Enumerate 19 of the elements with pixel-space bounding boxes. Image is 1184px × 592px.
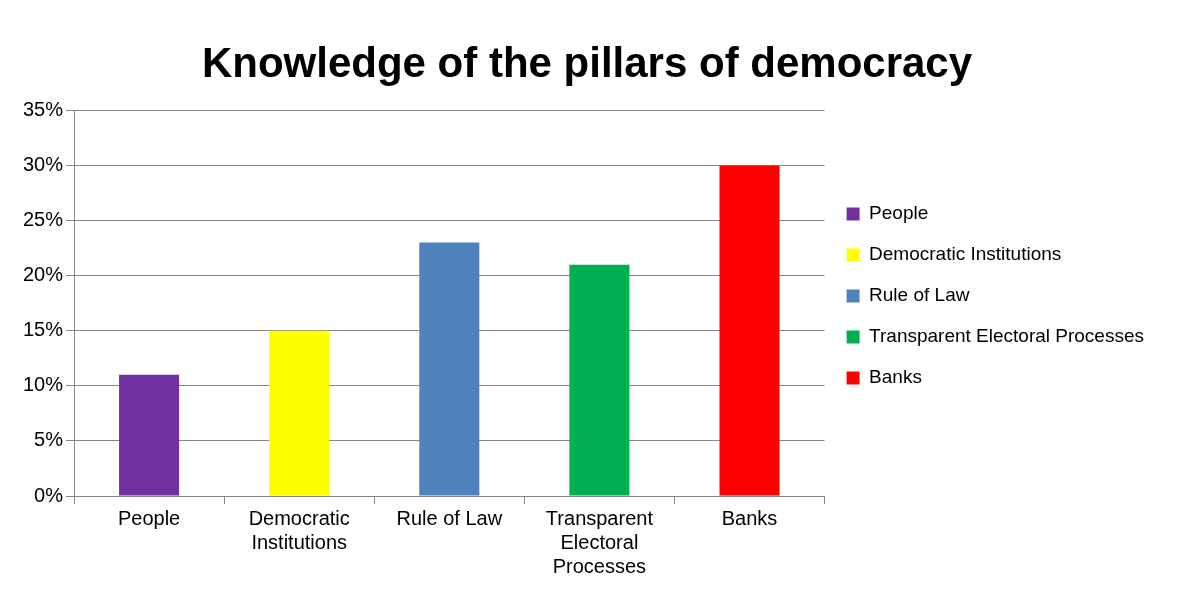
y-tick-label: 20%: [23, 263, 64, 286]
y-tick-label: 5%: [34, 428, 64, 451]
legend-label: Banks: [869, 366, 922, 388]
y-tick-label: 15%: [23, 318, 64, 341]
y-tick-label: 25%: [23, 208, 64, 231]
y-tick-label: 35%: [23, 97, 64, 120]
legend-label: Rule of Law: [869, 284, 970, 306]
legend-label: Transparent Electoral Processes: [869, 325, 1145, 347]
y-tick-label: 0%: [34, 483, 64, 506]
x-tick-label: Transparent Electoral Processes: [545, 506, 654, 577]
chart-title: Knowledge of the pillars of democracy: [201, 38, 973, 86]
legend-label: People: [869, 202, 929, 224]
x-tick-label: Democratic Institutions: [248, 506, 350, 553]
y-tick-label: 30%: [23, 153, 64, 175]
x-tick-label: Banks: [721, 506, 778, 529]
legend-label: Democratic Institutions: [869, 243, 1062, 265]
x-tick-label: Rule of Law: [396, 506, 503, 529]
x-tick-label: People: [117, 506, 181, 529]
y-tick-label: 10%: [23, 373, 64, 396]
